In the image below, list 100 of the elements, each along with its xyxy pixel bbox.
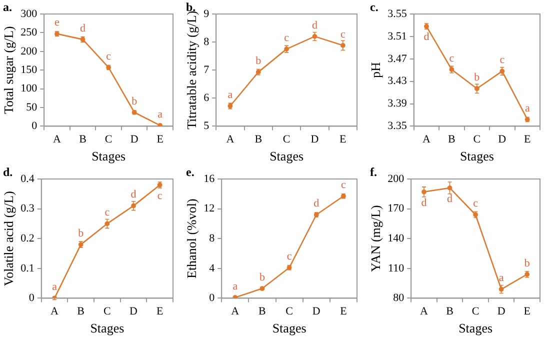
- y-tick-label: 9: [204, 8, 210, 20]
- x-tick-label: D: [312, 306, 320, 318]
- annotation: b: [256, 54, 262, 67]
- annotation: b: [259, 271, 266, 284]
- x-tick-label: B: [79, 134, 86, 146]
- y-tick-label: 4: [209, 262, 216, 274]
- annotation: c: [500, 54, 505, 66]
- y-tick-label: 100: [20, 82, 38, 95]
- annotation: d: [312, 19, 318, 32]
- x-tick-label: E: [156, 134, 164, 146]
- y-tick-label: 200: [20, 45, 38, 58]
- x-tick-label: A: [420, 306, 428, 318]
- x-tick-label: A: [226, 134, 234, 146]
- annotation: c: [104, 206, 110, 219]
- annotation: c: [340, 28, 346, 40]
- y-tick-label: 110: [388, 262, 405, 274]
- x-axis-title: Stages: [458, 320, 493, 336]
- chart-title: e.: [186, 165, 194, 180]
- x-tick-label: A: [50, 306, 59, 318]
- y-tick-label: 0.2: [20, 232, 34, 244]
- y-tick-label: 150: [20, 64, 38, 76]
- y-tick-label: 0.1: [20, 262, 34, 274]
- y-tick-label: 3.43: [388, 75, 408, 88]
- x-tick-label: E: [340, 134, 347, 146]
- y-tick-label: 0: [209, 292, 216, 304]
- y-tick-label: 200: [388, 172, 405, 185]
- x-axis-title: Stages: [460, 148, 494, 164]
- x-tick-label: A: [231, 306, 240, 318]
- x-tick-label: C: [282, 134, 290, 146]
- x-tick-label: C: [286, 306, 293, 318]
- x-tick-label: B: [77, 306, 85, 318]
- y-axis-title: Volatile acid (g/L): [1, 191, 16, 286]
- chart-title: d.: [3, 165, 13, 180]
- x-tick-label: B: [446, 306, 454, 318]
- y-tick-label: 8: [209, 232, 216, 244]
- y-axis-title: Total sugar (g/L): [1, 26, 16, 114]
- y-tick-label: 140: [388, 232, 405, 244]
- annotation: e: [54, 16, 60, 29]
- annotation: a: [228, 88, 233, 101]
- y-tick-label: 0: [32, 120, 38, 132]
- annotation: b: [524, 257, 530, 270]
- annotation: d: [314, 198, 320, 210]
- annotation: c: [341, 179, 346, 192]
- annotation: c: [157, 190, 162, 202]
- chart-title: c.: [370, 0, 378, 14]
- annotation: d: [130, 188, 137, 201]
- y-axis-title: pH: [368, 62, 384, 78]
- y-tick-label: 12: [204, 202, 215, 215]
- x-tick-label: D: [497, 306, 506, 318]
- annotation: c: [284, 32, 290, 44]
- x-tick-label: B: [254, 134, 262, 146]
- annotation: a: [232, 280, 238, 292]
- annotation: b: [78, 227, 84, 240]
- x-tick-label: D: [498, 134, 506, 146]
- y-tick-label: 7: [204, 64, 210, 76]
- x-tick-label: D: [130, 134, 138, 146]
- chart-title: a.: [3, 0, 12, 14]
- x-tick-label: E: [524, 134, 532, 146]
- y-tick-label: 16: [204, 172, 216, 185]
- y-tick-label: 3.47: [388, 52, 408, 65]
- annotation: b: [132, 95, 138, 108]
- x-axis-title: Stages: [270, 148, 304, 164]
- x-tick-label: A: [53, 134, 62, 146]
- y-tick-label: 300: [20, 8, 38, 20]
- y-axis-title: YAN (mg/L): [368, 205, 384, 272]
- annotation: d: [424, 31, 430, 44]
- y-axis-title: Titratable acidity (g/L): [184, 10, 200, 130]
- y-tick-label: 8: [204, 36, 210, 48]
- y-tick-label: 5: [204, 120, 210, 132]
- x-tick-label: D: [310, 134, 319, 146]
- y-tick-label: 6: [204, 92, 210, 104]
- annotation: d: [447, 192, 454, 205]
- annotation: c: [473, 198, 478, 210]
- annotation: c: [449, 52, 454, 64]
- x-tick-label: A: [422, 134, 430, 146]
- x-tick-label: C: [104, 306, 111, 318]
- y-axis-title: Ethanol (%vol): [184, 198, 200, 278]
- annotation: d: [80, 22, 86, 34]
- chart-title: f.: [370, 165, 377, 180]
- y-tick-label: 3.55: [388, 8, 408, 20]
- y-tick-label: 3.39: [388, 98, 408, 110]
- x-tick-label: C: [104, 134, 112, 146]
- annotation: a: [158, 108, 163, 120]
- annotation: a: [524, 102, 530, 114]
- x-tick-label: E: [524, 306, 531, 318]
- annotation: c: [286, 250, 292, 263]
- annotation: a: [498, 272, 504, 284]
- y-tick-label: 0.4: [20, 172, 35, 185]
- x-tick-label: B: [448, 134, 456, 146]
- annotation: b: [474, 72, 480, 84]
- annotation: a: [52, 281, 58, 294]
- y-tick-label: 0: [28, 292, 35, 304]
- y-tick-label: 3.35: [388, 120, 408, 132]
- x-tick-label: B: [258, 306, 266, 318]
- x-axis-title: Stages: [92, 148, 126, 164]
- annotation: d: [421, 196, 428, 209]
- y-tick-label: 0.3: [20, 202, 35, 215]
- x-tick-label: D: [130, 306, 138, 318]
- x-tick-label: E: [156, 306, 164, 318]
- annotation: c: [106, 50, 112, 62]
